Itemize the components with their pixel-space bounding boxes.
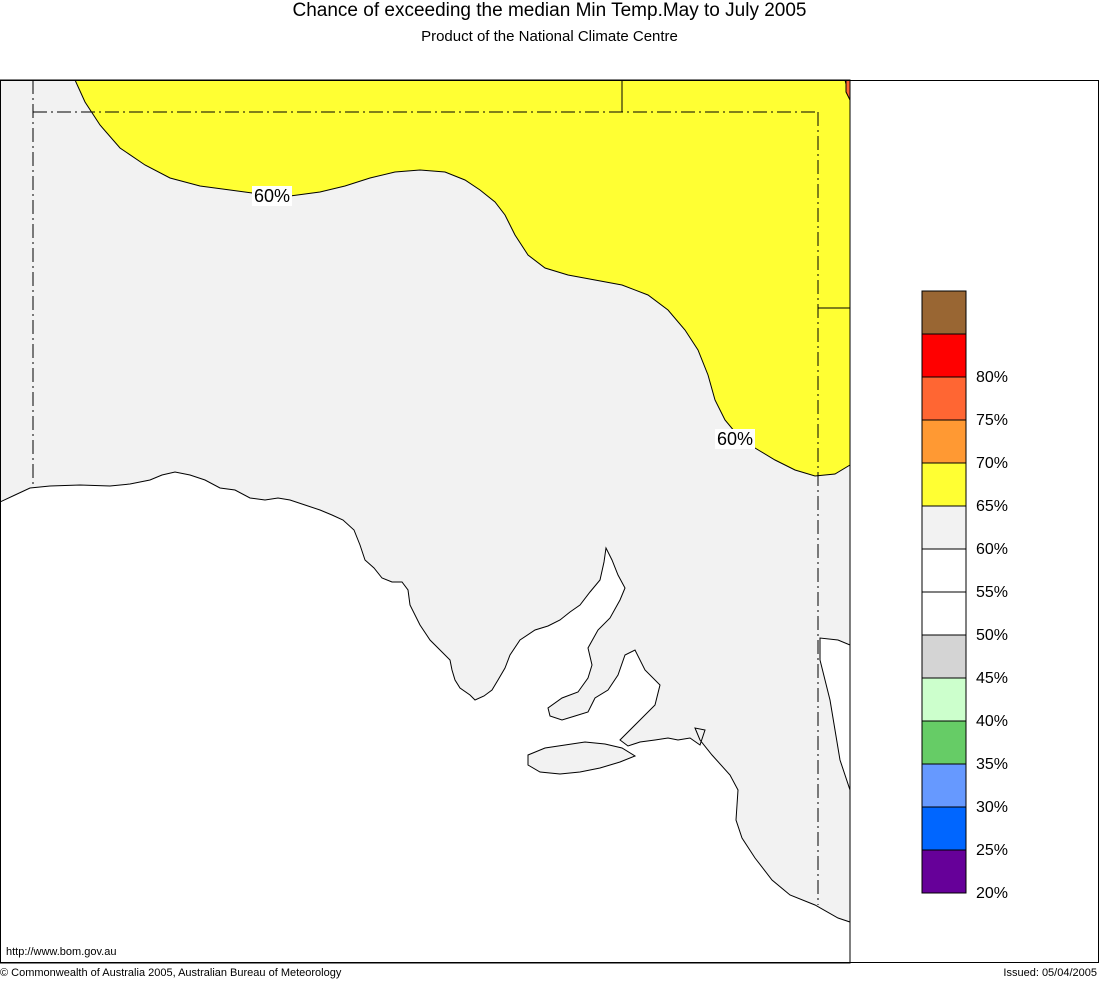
legend-label: 20%: [976, 885, 1009, 902]
legend-swatch: [921, 419, 967, 464]
legend-swatch: [921, 806, 967, 851]
legend-swatch: [921, 333, 967, 378]
legend-label: 60%: [976, 541, 1009, 558]
legend-label: 50%: [976, 627, 1009, 644]
legend-swatch: [921, 591, 967, 636]
legend-label: 40%: [976, 713, 1009, 730]
legend-label: 35%: [976, 756, 1009, 773]
legend-label: 70%: [976, 455, 1009, 472]
legend-swatch: [921, 763, 967, 808]
legend-swatch: [921, 720, 967, 765]
contour-label-60-north: 60%: [252, 186, 293, 206]
legend-swatch: [921, 505, 967, 550]
copyright-text: © Commonwealth of Australia 2005, Austra…: [0, 967, 342, 979]
legend-label: 80%: [976, 369, 1009, 386]
contour-label-60-east: 60%: [715, 429, 756, 449]
issued-date: Issued: 05/04/2005: [1003, 967, 1097, 979]
legend-swatch: [921, 462, 967, 507]
legend-swatch: [921, 376, 967, 421]
legend-swatch: [921, 849, 967, 894]
legend-swatch: [921, 677, 967, 722]
legend-label: 65%: [976, 498, 1009, 515]
legend-label: 75%: [976, 412, 1009, 429]
legend-swatch: [921, 548, 967, 593]
zone-60-percent: [74, 79, 851, 477]
map-title: Chance of exceeding the median Min Temp.…: [292, 0, 807, 21]
source-url: http://www.bom.gov.au: [6, 946, 117, 958]
legend-label: 55%: [976, 584, 1009, 601]
legend-color-bar: [921, 290, 967, 894]
legend-label: 30%: [976, 799, 1009, 816]
map-subtitle: Product of the National Climate Centre: [421, 28, 678, 45]
legend-label: 45%: [976, 670, 1009, 687]
legend-label: 25%: [976, 842, 1009, 859]
legend-swatch: [921, 290, 967, 335]
kangaroo-island: [527, 741, 637, 775]
legend-swatch: [921, 634, 967, 679]
